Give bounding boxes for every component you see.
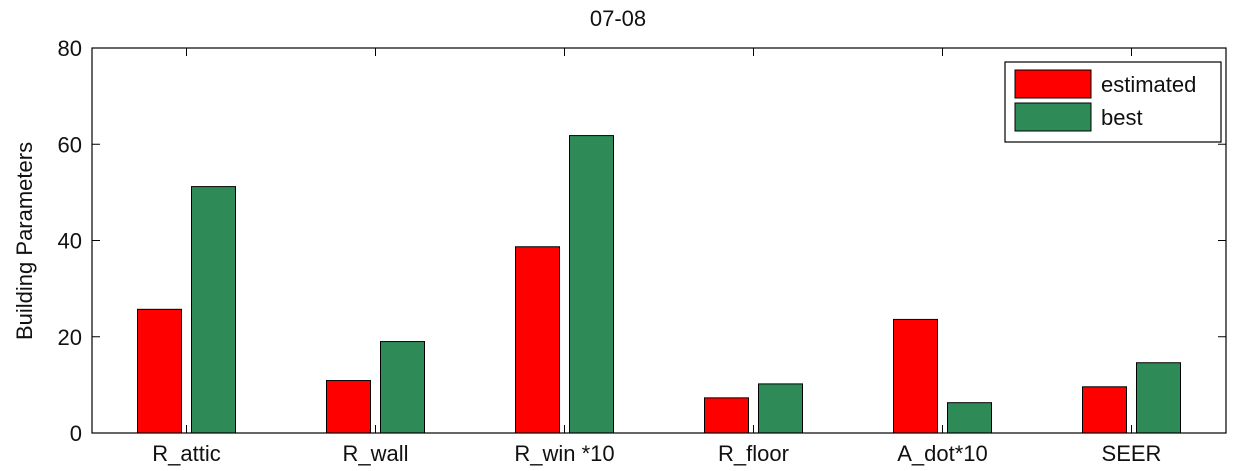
bar-best — [380, 341, 425, 434]
bar-best — [569, 135, 614, 434]
x-tick-label: R_floor — [718, 441, 789, 466]
bar-estimated — [515, 246, 560, 434]
bar-best — [758, 383, 803, 434]
bar-estimated — [704, 397, 749, 434]
bar-estimated — [893, 318, 938, 434]
bar-estimated — [326, 380, 371, 434]
bar-best — [1136, 362, 1181, 434]
legend-label-best: best — [1101, 105, 1143, 130]
x-tick-label: SEER — [1102, 441, 1162, 466]
y-tick-label: 60 — [58, 132, 82, 157]
legend-swatch-estimated — [1014, 69, 1092, 99]
bar-estimated — [1082, 386, 1127, 434]
chart-title: 07-08 — [589, 6, 647, 31]
bars-layer — [137, 135, 1181, 434]
bar-best — [191, 186, 236, 434]
x-tick-label: A_dot*10 — [897, 441, 988, 466]
x-tick-label: R_win *10 — [514, 441, 614, 466]
legend-swatch-best — [1014, 102, 1092, 132]
axes-layer: 0 20 40 60 80 R_attic R_wall R_win *10 R_floor A_… — [58, 36, 1227, 466]
y-tick-label: 20 — [58, 325, 82, 350]
bar-best — [947, 402, 992, 434]
y-tick-label: 40 — [58, 229, 82, 254]
legend-label-estimated: estimated — [1101, 72, 1196, 97]
x-tick-label: R_wall — [342, 441, 408, 466]
x-tick-label: R_attic — [152, 441, 220, 466]
y-tick-label: 0 — [70, 421, 82, 446]
legend: estimated best — [1004, 61, 1222, 143]
bar-estimated — [137, 308, 182, 434]
y-tick-label: 80 — [58, 36, 82, 61]
